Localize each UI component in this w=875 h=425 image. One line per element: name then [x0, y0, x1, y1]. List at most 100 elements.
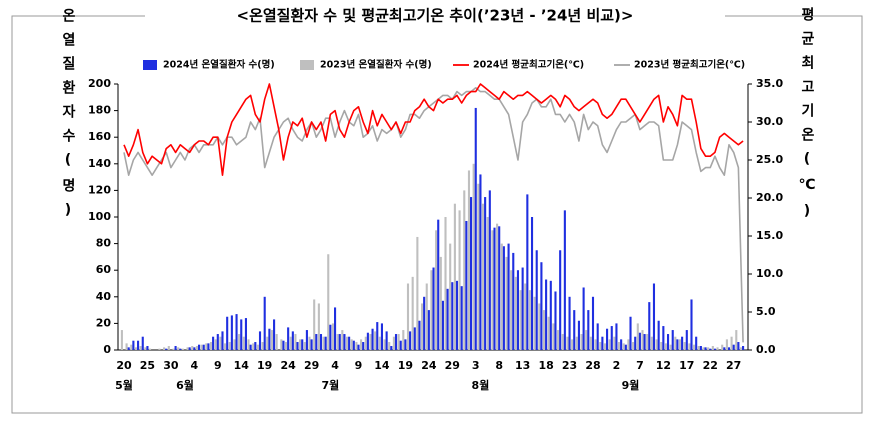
bar	[261, 342, 264, 350]
x-tick-label: 28	[585, 359, 600, 372]
x-tick-label: 17	[679, 359, 694, 372]
bar	[324, 336, 327, 350]
bar	[571, 339, 574, 350]
bar	[589, 336, 592, 350]
x-tick-label: 24	[280, 359, 296, 372]
bar	[521, 267, 524, 350]
bar	[165, 348, 168, 350]
bar	[613, 336, 616, 350]
bar	[477, 183, 480, 350]
bar	[615, 323, 618, 350]
bar	[209, 342, 213, 350]
bar	[516, 270, 520, 350]
bar	[329, 324, 332, 350]
bar	[238, 334, 241, 350]
month-label: 7월	[321, 378, 339, 392]
bar	[226, 316, 229, 350]
bar	[496, 223, 499, 350]
bar	[341, 330, 344, 350]
bar	[540, 262, 543, 350]
bar	[127, 347, 130, 350]
bar	[263, 296, 266, 350]
y-tick-label: 60	[96, 263, 112, 276]
bar	[230, 315, 233, 350]
bar	[723, 347, 726, 350]
bar	[315, 334, 318, 350]
bar	[505, 256, 508, 350]
bar	[402, 330, 405, 350]
bar	[289, 336, 292, 350]
bar	[378, 336, 381, 350]
bar	[566, 336, 569, 350]
x-tick-label: 8	[495, 359, 503, 372]
bar	[725, 339, 728, 350]
bar	[296, 342, 299, 350]
x-tick-label: 4	[331, 359, 339, 372]
bar	[441, 300, 444, 350]
bar	[247, 339, 250, 350]
bar	[563, 210, 566, 350]
bar	[244, 318, 247, 350]
x-tick-label: 20	[116, 359, 132, 372]
bar	[437, 219, 440, 350]
bar	[134, 347, 138, 350]
x-tick-label: 13	[515, 359, 530, 372]
bar	[299, 339, 302, 350]
bar	[380, 323, 383, 350]
x-tick-label: 4	[191, 359, 199, 372]
bar	[179, 348, 182, 350]
x-tick-label: 19	[398, 359, 413, 372]
bar	[580, 334, 583, 350]
x-tick-label: 12	[656, 359, 671, 372]
bar	[507, 243, 510, 350]
bar	[413, 327, 416, 350]
bar	[317, 303, 320, 350]
y-tick-label: 80	[96, 237, 112, 250]
bar	[535, 250, 538, 350]
month-label: 8월	[472, 378, 490, 392]
bar	[418, 320, 421, 350]
bar	[455, 280, 459, 350]
bar	[582, 287, 585, 350]
bar	[411, 276, 414, 350]
bar	[214, 339, 217, 350]
bar	[641, 330, 644, 350]
bar	[650, 336, 653, 350]
y-tick-label: 200	[88, 77, 111, 90]
x-tick-label: 7	[636, 359, 644, 372]
bar	[421, 303, 424, 350]
bar	[392, 336, 395, 350]
bar	[467, 170, 471, 350]
bar	[120, 330, 123, 350]
x-tick-label: 29	[304, 359, 319, 372]
bar	[463, 190, 466, 350]
month-label: 9월	[622, 378, 640, 392]
bar	[526, 194, 529, 350]
bar	[146, 346, 149, 350]
x-tick-label: 23	[562, 359, 577, 372]
x-tick-label: 25	[140, 359, 155, 372]
bar	[721, 344, 724, 350]
legend-swatch	[143, 60, 157, 70]
bar	[561, 334, 564, 350]
bar	[601, 336, 604, 350]
bar	[666, 334, 670, 350]
bar	[139, 346, 142, 350]
bar	[294, 334, 297, 350]
y-tick-label: 20	[96, 316, 112, 329]
bar	[498, 226, 501, 350]
chart-title: <온열질환자 수 및 평균최고기온 추이(’23년 - ’24년 비교)>	[237, 7, 634, 25]
bar	[533, 296, 536, 350]
y-tick-label: 40	[96, 290, 112, 303]
legend-label: 2023년 평균최고기온(℃)	[634, 59, 745, 71]
bar	[638, 332, 641, 350]
bar	[559, 250, 562, 350]
bar	[549, 280, 552, 350]
bar	[707, 347, 710, 350]
bar	[240, 319, 243, 350]
bar	[125, 343, 128, 350]
bar	[216, 334, 219, 350]
bar	[331, 323, 334, 350]
y2-tick-label: 10.0	[756, 267, 783, 280]
